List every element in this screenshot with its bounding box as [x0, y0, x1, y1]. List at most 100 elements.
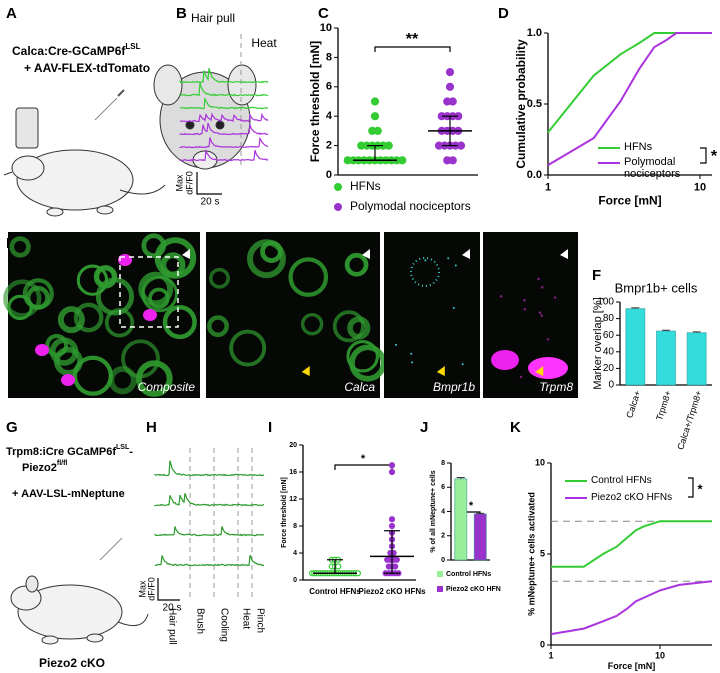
image-label: Composite: [138, 380, 196, 394]
construct-sup: fl/fl: [57, 460, 68, 467]
cell-ring: [136, 360, 173, 397]
cell-dot: [424, 259, 427, 262]
micrograph: [384, 232, 480, 398]
legend-marker: [334, 183, 342, 191]
y-axis-label: Force threshold [mN]: [281, 477, 288, 548]
scale-label: Max: [174, 174, 184, 192]
cell-dot: [519, 375, 523, 379]
cells: [491, 277, 568, 379]
significance-bracket: [688, 477, 694, 498]
panel-letter: H: [146, 419, 157, 436]
stimulus-label: Heat: [251, 36, 277, 50]
cell-dot: [537, 277, 540, 281]
cell-ring: [207, 315, 229, 338]
cells: [207, 239, 387, 382]
data-point: [445, 82, 455, 91]
calcium-trace: [154, 554, 265, 567]
legend-label: Control HFNs: [591, 475, 652, 486]
y-tick-label: 0: [540, 639, 545, 649]
data-point: [445, 67, 455, 77]
data-line: [547, 32, 712, 134]
calcium-trace: [154, 493, 265, 507]
cell-dot: [538, 311, 542, 315]
y-tick-label: 20: [289, 442, 297, 449]
data-line: [551, 520, 712, 568]
y-tick-label: 4: [441, 508, 445, 515]
x-tick-label: 1: [548, 651, 553, 661]
y-tick-label: 12: [289, 496, 297, 503]
arrowhead: [436, 366, 445, 376]
y-tick-label: 8: [293, 523, 297, 530]
cell-ring: [160, 252, 186, 278]
arrowhead: [182, 249, 190, 259]
y-axis-label: Force threshold [mN]: [308, 41, 322, 162]
cell-blob: [528, 357, 568, 379]
cell-blob: [61, 374, 75, 386]
cell-dot: [461, 363, 464, 366]
data-point: [388, 462, 396, 469]
cell-ring: [332, 310, 365, 343]
y-tick-label: 4: [326, 110, 333, 122]
x-axis-label: Force [mN]: [598, 194, 661, 208]
cell-ring: [49, 337, 79, 366]
legend-label: Polymodal nociceptors: [624, 156, 681, 181]
y-axis-label: % of all mNeptune+ cells: [430, 470, 437, 552]
panel-letter: I: [268, 419, 272, 436]
data-point: [448, 97, 457, 106]
image-label: Trpm8: [539, 380, 573, 394]
significance-bracket: [700, 147, 707, 164]
scale-bar: [196, 172, 222, 195]
y-tick-label: 2: [441, 533, 445, 540]
y-axis-label: Marker overlap [%]: [592, 297, 604, 389]
y-tick-label: 20: [603, 363, 615, 374]
x-tick-label: Control HFNs: [309, 587, 361, 596]
construct-sup: LSL: [125, 42, 140, 51]
scale-label: 20 s: [201, 197, 220, 208]
legend-marker: [334, 203, 342, 211]
cell-dot: [411, 361, 414, 364]
virus-label: + AAV-FLEX-tdTomato: [24, 61, 150, 75]
data-point: [392, 563, 399, 570]
cell-dot: [540, 286, 544, 289]
data-point: [388, 468, 396, 476]
data-point: [398, 156, 407, 165]
y-tick-label: 0.0: [527, 169, 542, 181]
data-point: [373, 126, 382, 135]
scale-label: 20 s: [163, 603, 182, 614]
cell-ring: [344, 252, 369, 277]
y-tick-label: 80: [603, 313, 615, 324]
cell-ring: [3, 279, 42, 318]
y-tick-label: 6: [441, 484, 445, 491]
cell-ring: [72, 355, 113, 396]
significance-label: **: [406, 31, 419, 48]
significance-label: *: [697, 481, 703, 496]
legend-label: HFNs: [624, 141, 653, 154]
stimulus-label: Cooling: [218, 608, 229, 642]
legend-marker: [437, 571, 443, 577]
cell-ring: [300, 312, 324, 336]
cell-ring: [25, 285, 50, 310]
cell-dot: [523, 298, 526, 302]
scale-label: Max: [137, 580, 147, 598]
cell-dot: [553, 296, 557, 299]
significance-label: *: [711, 148, 718, 165]
stimulus-label: Pinch: [254, 608, 265, 633]
y-tick-label: 60: [603, 330, 615, 341]
y-tick-label: 5: [540, 548, 545, 558]
x-tick-label: Calca+: [624, 389, 642, 419]
calcium-trace: [179, 112, 269, 123]
x-tick-label: Trpm8+: [654, 389, 673, 422]
arrowhead: [560, 249, 568, 259]
legend-marker: [437, 586, 443, 592]
data-point: [335, 563, 342, 570]
scale-label: dF/F0: [184, 171, 194, 195]
y-tick-label: 6: [326, 81, 332, 93]
panel-letter: B: [176, 5, 187, 22]
calcium-trace: [154, 526, 265, 537]
x-tick-label: 10: [694, 182, 706, 194]
calcium-trace: [179, 149, 269, 162]
cell-ring: [247, 239, 286, 279]
stimulus-label: Brush: [194, 608, 205, 634]
panel-letter: J: [420, 419, 428, 436]
